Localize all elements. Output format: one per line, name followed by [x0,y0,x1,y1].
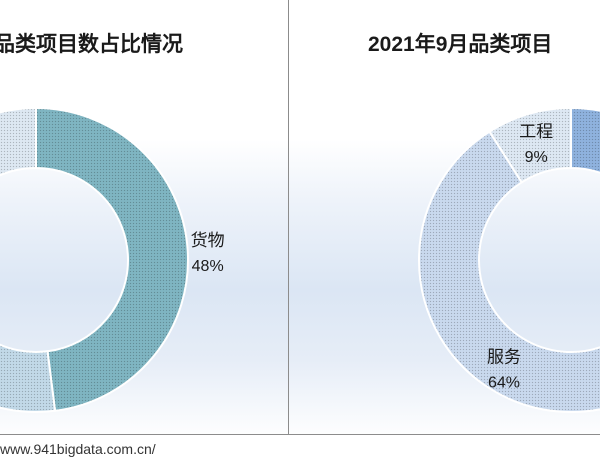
donut-slice-1 [35,106,189,412]
chart-panel-right: 2021年9月品类项目 货物服务64%工程9% [289,0,600,435]
donut-slice-1 [570,106,600,174]
slice-value-3: 9% [525,149,548,166]
donut-chart-right: 货物服务64%工程9% [418,106,600,413]
donut-slice-2 [418,130,600,413]
slice-label-3: 工程 [519,122,553,141]
donut-slice-3 [0,106,37,177]
donut-slice-3 [488,106,572,184]
chart-title-right: 2021年9月品类项目 [368,33,553,56]
donut-slice-2 [0,343,57,413]
source-url: www.941bigdata.com.cn/ [0,441,156,457]
chart-title-left: 品类项目数占比情况 [0,33,183,56]
slice-value-1: 48% [192,258,224,275]
slice-value-2: 64% [488,375,520,392]
slice-label-2: 服务 [487,348,521,367]
bottom-divider [0,434,600,435]
slice-label-1: 货物 [191,231,225,250]
